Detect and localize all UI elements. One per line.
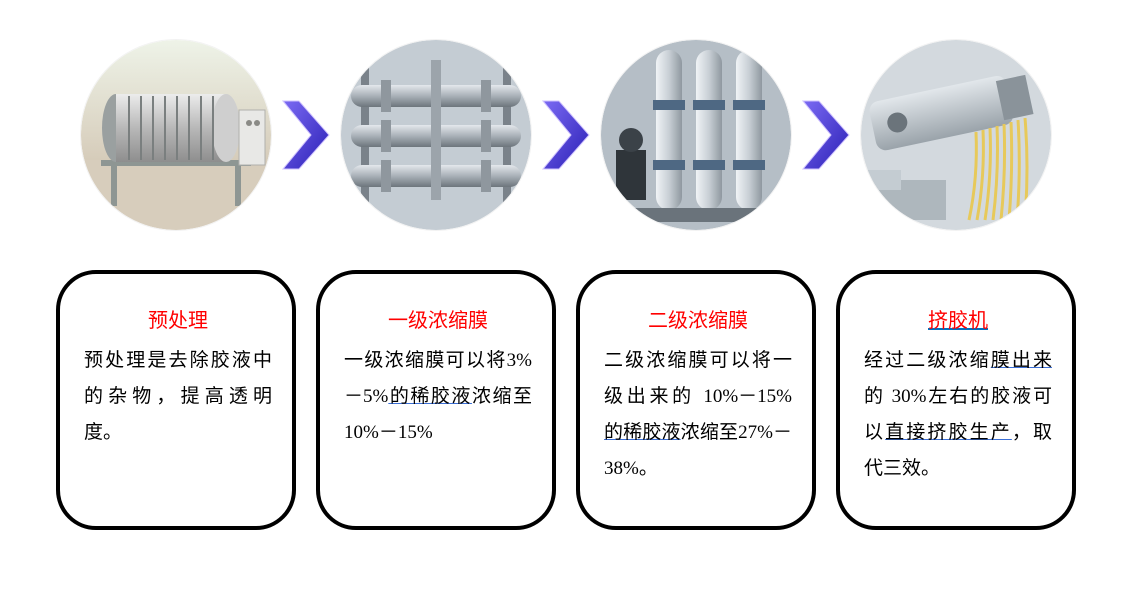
card-title: 二级浓缩膜 bbox=[604, 304, 792, 333]
card-title: 预处理 bbox=[84, 304, 272, 333]
step-image-primary-membrane bbox=[341, 40, 531, 230]
description-card-1: 一级浓缩膜一级浓缩膜可以将3%－5%的稀胶液浓缩至 10%－15% bbox=[316, 270, 556, 530]
card-body-segment: 预处理是去除胶液中的杂物，提高透明度。 bbox=[84, 350, 272, 443]
card-body-segment: 二级浓缩膜可以将一级出来的 10%－15% bbox=[604, 350, 792, 407]
card-body: 经过二级浓缩膜出来的 30%左右的胶液可以直接挤胶生产，取代三效。 bbox=[864, 343, 1052, 487]
filter-press-icon bbox=[81, 40, 271, 230]
step-image-pretreatment bbox=[81, 40, 271, 230]
card-body-segment: 的稀胶液 bbox=[604, 422, 681, 443]
chevron-right-icon bbox=[541, 95, 591, 175]
card-body-segment: 直接挤胶生产 bbox=[885, 422, 1012, 443]
description-card-2: 二级浓缩膜二级浓缩膜可以将一级出来的 10%－15%的稀胶液浓缩至27%－38%… bbox=[576, 270, 816, 530]
description-card-0: 预处理预处理是去除胶液中的杂物，提高透明度。 bbox=[56, 270, 296, 530]
card-body: 二级浓缩膜可以将一级出来的 10%－15%的稀胶液浓缩至27%－38%。 bbox=[604, 343, 792, 487]
arrow-1 bbox=[281, 95, 331, 175]
card-body-segment: 的稀胶液 bbox=[388, 386, 472, 407]
membrane-columns-icon bbox=[601, 40, 791, 230]
step-image-secondary-membrane bbox=[601, 40, 791, 230]
arrow-2 bbox=[541, 95, 591, 175]
card-title: 一级浓缩膜 bbox=[344, 304, 532, 333]
membrane-tubes-icon bbox=[341, 40, 531, 230]
card-title: 挤胶机 bbox=[864, 304, 1052, 333]
card-body: 一级浓缩膜可以将3%－5%的稀胶液浓缩至 10%－15% bbox=[344, 343, 532, 451]
process-flow-row bbox=[0, 0, 1132, 230]
card-body: 预处理是去除胶液中的杂物，提高透明度。 bbox=[84, 343, 272, 451]
description-cards-row: 预处理预处理是去除胶液中的杂物，提高透明度。一级浓缩膜一级浓缩膜可以将3%－5%… bbox=[0, 270, 1132, 530]
extruder-icon bbox=[861, 40, 1051, 230]
arrow-3 bbox=[801, 95, 851, 175]
chevron-right-icon bbox=[281, 95, 331, 175]
chevron-right-icon bbox=[801, 95, 851, 175]
description-card-3: 挤胶机经过二级浓缩膜出来的 30%左右的胶液可以直接挤胶生产，取代三效。 bbox=[836, 270, 1076, 530]
card-body-segment: 经过二级浓缩 bbox=[864, 350, 991, 371]
card-body-segment: 膜出来 bbox=[991, 350, 1052, 371]
step-image-extruder bbox=[861, 40, 1051, 230]
